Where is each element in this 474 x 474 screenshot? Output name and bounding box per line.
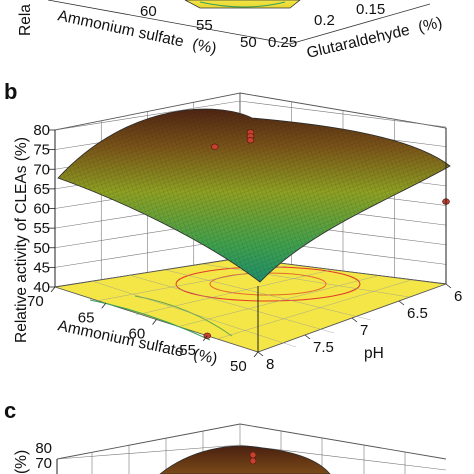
panel-a-x-axis-unit: (%) [191, 36, 218, 58]
panel-b-y-tick: 8 [266, 356, 274, 373]
panel-b-grid-line [54, 100, 447, 131]
panel-a-y-ticks: 0.25 0.2 0.15 [268, 1, 385, 51]
panel-b-x-tick-mark [152, 319, 157, 325]
panel-b-x-tick: 65 [78, 309, 95, 326]
panel-a-y-axis-unit: (%) [417, 14, 444, 36]
panel-b-y-tick: 6.5 [407, 305, 428, 322]
panel-b-design-point [246, 137, 255, 144]
panel-b-y-tick-mark [398, 300, 405, 306]
panel-c-z-axis-label: (%) [13, 450, 30, 474]
panel-b-z-tick: 60 [33, 201, 50, 218]
panel-a-x-tick: 50 [240, 34, 257, 51]
panel-b-floor-grid [91, 263, 412, 348]
panel-b-z-tick: 55 [33, 220, 50, 237]
panel-b-y-tick-mark [304, 334, 311, 340]
panel-b-z-tick: 45 [33, 259, 50, 276]
panel-b-z-tick: 75 [33, 142, 50, 159]
panel-b-design-point [211, 143, 219, 150]
panel-a-y-tick: 0.15 [356, 1, 385, 18]
panel-c-letter: c [4, 398, 16, 423]
panel-b-x-tick: 60 [129, 326, 146, 343]
panel-a-x-tick: 60 [140, 3, 157, 20]
panel-b-x-tick-mark [202, 335, 208, 341]
panel-b-x-tick: 55 [179, 342, 196, 359]
panel-b-z-axis-label: Relative activity of CLEAs (%) [13, 137, 30, 343]
panel-b-y-tick-mark [445, 283, 452, 289]
panel-b-x-ticks: 70 65 60 55 50 [27, 286, 259, 375]
panel-b-design-points [203, 129, 450, 339]
panel-b-z-tick: 70 [33, 161, 50, 178]
panel-b-y-axis-label: pH [364, 345, 384, 362]
panel-b-floor [54, 257, 447, 353]
panel-b-z-tick: 80 [33, 122, 50, 139]
panel-b-y-ticks: 8 7.5 7 6.5 6 [257, 283, 462, 373]
panel-b-y-tick-mark [351, 317, 358, 323]
panel-c-surface-plot: c 80 70 (%) [4, 398, 447, 474]
panel-b-letter: b [4, 79, 17, 104]
panel-b-y-tick: 7.5 [313, 339, 334, 356]
panel-c-z-ticks: 80 70 [35, 440, 52, 472]
panel-b-y-tick: 7 [360, 322, 368, 339]
panel-a-y-tick: 0.2 [314, 12, 335, 29]
panel-b-y-tick-mark [257, 351, 264, 357]
panel-b-z-tick: 40 [33, 279, 50, 296]
panel-b-y-tick: 6 [454, 288, 462, 305]
panel-b-z-tick: 65 [33, 181, 50, 198]
panel-a-z-axis-label: Rela [17, 4, 34, 36]
panel-a-surface-plot: Rela 60 55 50 Ammonium sulfate (%) 0.25 … [17, 0, 444, 62]
panel-b-surface-plot: b [4, 79, 462, 375]
panel-b-x-tick: 70 [27, 293, 44, 310]
panel-b-x-tick: 50 [230, 358, 247, 375]
panel-b-x-axis-name: Ammonium sulfate [56, 317, 185, 360]
panel-c-z-tick: 80 [35, 440, 52, 457]
panel-a-y-tick: 0.25 [268, 34, 297, 51]
panel-a-x-ticks: 60 55 50 [140, 3, 257, 51]
panel-c-z-tick: 70 [35, 455, 52, 472]
panel-a-x-axis-name: Ammonium sulfate [56, 7, 185, 50]
panel-a-x-axis-label: Ammonium sulfate (%) [56, 7, 218, 57]
panel-b-z-ticks: 40 45 50 55 60 65 70 75 80 [33, 122, 55, 296]
panel-a-x-tick: 55 [196, 17, 213, 34]
panel-b-x-tick-mark [50, 286, 56, 293]
panel-b-x-tick-mark [101, 303, 107, 309]
panel-b-z-tick: 50 [33, 240, 50, 257]
panel-b-x-tick-mark [253, 351, 259, 358]
panel-b-x-axis-unit: (%) [192, 346, 219, 368]
